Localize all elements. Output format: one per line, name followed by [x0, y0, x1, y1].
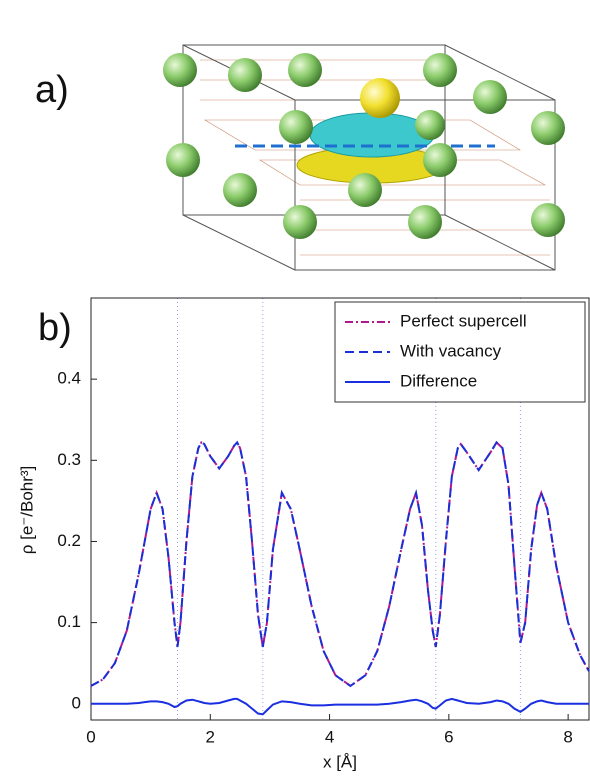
- y-axis-label: ρ [e⁻/Bohr³]: [17, 466, 36, 555]
- x-axis-label: x [Å]: [323, 752, 357, 771]
- plot-frame: [90, 297, 590, 721]
- data-line: [90, 440, 590, 688]
- x-tick-label: 6: [444, 727, 453, 746]
- structure-illustration: [163, 44, 565, 271]
- y-tick-label: 0.4: [57, 369, 81, 388]
- data-line: [90, 440, 590, 688]
- data-line: [91, 697, 589, 716]
- legend-label: Perfect supercell: [400, 311, 527, 330]
- x-tick-label: 2: [206, 727, 215, 746]
- legend-label: Difference: [400, 371, 477, 390]
- y-tick-label: 0: [72, 693, 81, 712]
- legend-label: With vacancy: [400, 341, 502, 360]
- panel-label: a): [35, 69, 69, 111]
- panel-label: b): [38, 307, 72, 349]
- y-tick-label: 0.1: [57, 612, 81, 631]
- y-tick-label: 0.2: [57, 531, 81, 550]
- x-tick-label: 8: [563, 727, 572, 746]
- x-tick-label: 4: [325, 727, 334, 746]
- y-tick-label: 0.3: [57, 450, 81, 469]
- x-tick-label: 0: [86, 727, 95, 746]
